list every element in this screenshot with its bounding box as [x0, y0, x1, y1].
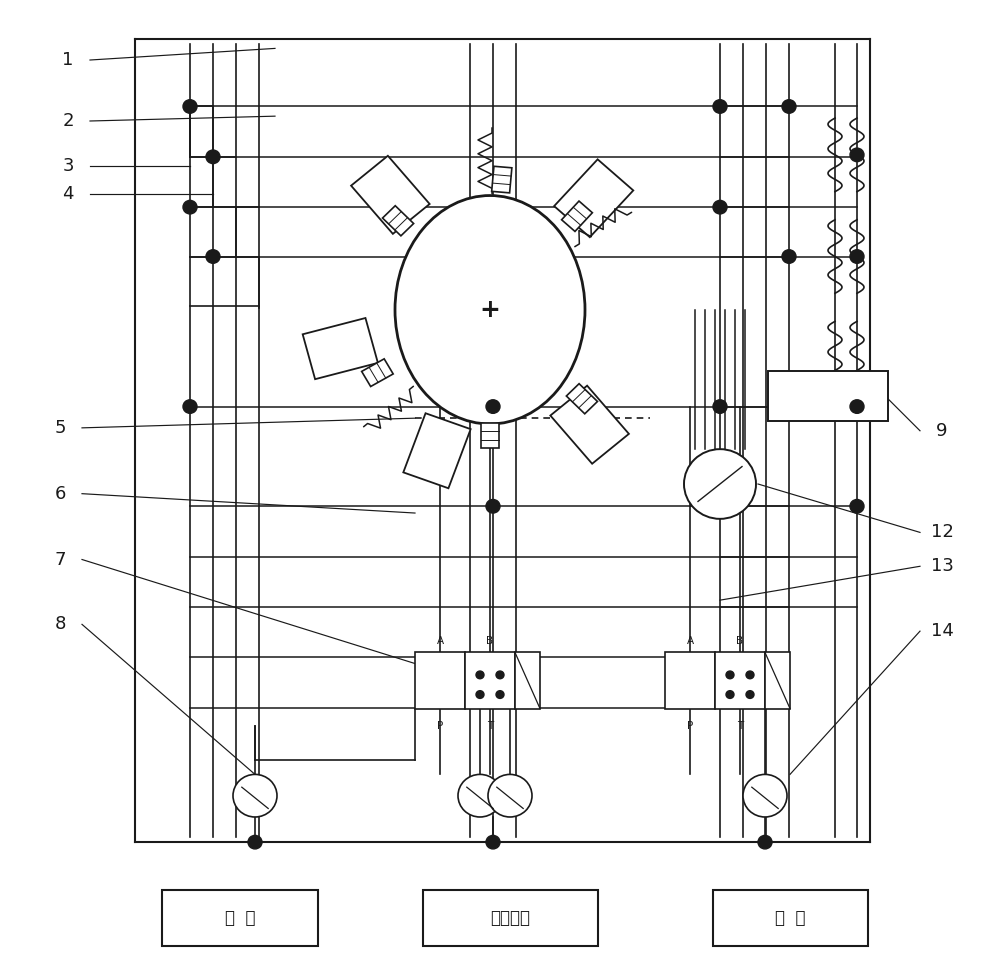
Bar	[715, 652, 765, 709]
Circle shape	[850, 250, 864, 263]
Circle shape	[458, 774, 502, 817]
Text: P: P	[687, 721, 693, 731]
Circle shape	[726, 671, 734, 679]
Bar	[712, 890, 868, 946]
Polygon shape	[362, 359, 393, 386]
Circle shape	[726, 691, 734, 699]
Circle shape	[476, 671, 484, 679]
Bar	[665, 652, 715, 709]
Circle shape	[486, 499, 500, 513]
Circle shape	[233, 774, 277, 817]
Circle shape	[746, 691, 754, 699]
Text: 1: 1	[62, 51, 74, 69]
Text: 6: 6	[54, 485, 66, 502]
Text: B: B	[736, 636, 744, 646]
Circle shape	[496, 691, 504, 699]
Text: T: T	[737, 721, 743, 731]
Text: 油  筱: 油 筱	[775, 909, 805, 926]
Circle shape	[850, 148, 864, 162]
Bar	[768, 371, 888, 421]
Circle shape	[782, 100, 796, 113]
Polygon shape	[303, 318, 378, 379]
Circle shape	[746, 671, 754, 679]
Polygon shape	[351, 156, 430, 234]
Polygon shape	[566, 383, 597, 413]
Polygon shape	[383, 206, 414, 236]
Circle shape	[743, 774, 787, 817]
Text: 油  筱: 油 筱	[225, 909, 255, 926]
Text: 4: 4	[62, 185, 74, 202]
Circle shape	[183, 100, 197, 113]
Polygon shape	[562, 201, 592, 231]
Text: 5: 5	[54, 419, 66, 437]
Circle shape	[183, 200, 197, 214]
Ellipse shape	[395, 196, 585, 424]
Circle shape	[850, 400, 864, 413]
Bar	[415, 652, 465, 709]
Bar	[162, 890, 318, 946]
Circle shape	[183, 400, 197, 413]
Circle shape	[758, 835, 772, 849]
Text: 12: 12	[931, 524, 953, 541]
Text: P: P	[437, 721, 443, 731]
Circle shape	[684, 449, 756, 519]
Text: B: B	[486, 636, 494, 646]
Circle shape	[496, 671, 504, 679]
Polygon shape	[403, 413, 471, 488]
Circle shape	[206, 150, 220, 164]
Text: A: A	[686, 636, 694, 646]
Circle shape	[206, 250, 220, 263]
Text: 2: 2	[62, 112, 74, 130]
Text: 3: 3	[62, 158, 74, 175]
Circle shape	[486, 835, 500, 849]
Polygon shape	[492, 166, 512, 193]
Text: 14: 14	[931, 622, 953, 640]
Polygon shape	[481, 423, 499, 448]
Circle shape	[713, 200, 727, 214]
Polygon shape	[550, 385, 629, 464]
Circle shape	[248, 835, 262, 849]
Text: 8: 8	[54, 616, 66, 633]
Text: 13: 13	[931, 558, 953, 575]
Circle shape	[476, 691, 484, 699]
Text: T: T	[487, 721, 493, 731]
Text: +: +	[480, 298, 500, 321]
Text: 9: 9	[936, 422, 948, 439]
Circle shape	[713, 400, 727, 413]
Bar	[422, 890, 598, 946]
Text: A: A	[436, 636, 444, 646]
Text: 外部模块: 外部模块	[490, 909, 530, 926]
Circle shape	[713, 100, 727, 113]
Circle shape	[850, 499, 864, 513]
Circle shape	[782, 250, 796, 263]
Text: 7: 7	[54, 551, 66, 568]
Circle shape	[488, 774, 532, 817]
Polygon shape	[554, 160, 633, 237]
Bar	[465, 652, 515, 709]
Bar	[765, 652, 790, 709]
Bar	[515, 652, 540, 709]
Circle shape	[486, 400, 500, 413]
